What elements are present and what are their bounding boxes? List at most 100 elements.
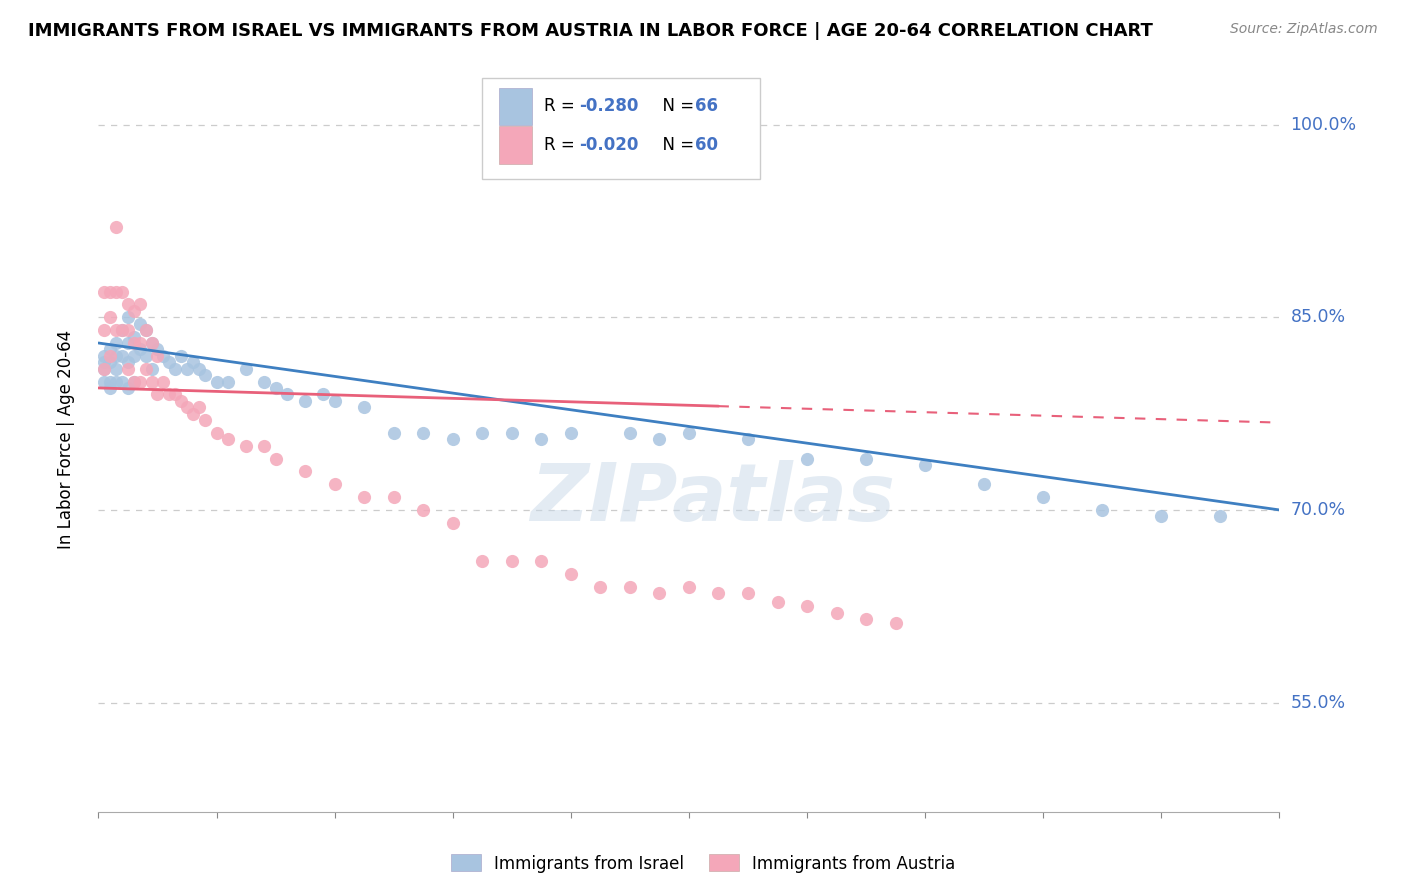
Point <box>253 375 276 389</box>
Point <box>530 432 553 446</box>
Point <box>135 361 157 376</box>
Point <box>105 323 128 337</box>
Point <box>914 458 936 472</box>
Point <box>648 432 671 446</box>
Point <box>707 586 730 600</box>
Point <box>98 375 121 389</box>
Point <box>93 361 115 376</box>
Point <box>122 336 145 351</box>
Point <box>146 349 169 363</box>
Point <box>176 401 198 415</box>
Point <box>117 381 139 395</box>
Point <box>253 439 276 453</box>
Point <box>276 387 298 401</box>
Point <box>353 401 375 415</box>
Point <box>187 361 209 376</box>
Point <box>796 451 818 466</box>
Point <box>619 580 641 594</box>
Point <box>128 336 150 351</box>
Point <box>678 580 700 594</box>
Point <box>105 285 128 299</box>
Point <box>93 323 115 337</box>
Point <box>973 477 995 491</box>
Point <box>176 361 198 376</box>
Point <box>117 323 139 337</box>
Bar <box>482 78 759 178</box>
Point <box>181 407 204 421</box>
Point <box>111 323 134 337</box>
Point <box>530 554 553 568</box>
Point <box>796 599 818 614</box>
Point <box>294 464 316 478</box>
Text: N =: N = <box>652 97 700 115</box>
Point <box>412 425 434 440</box>
Point <box>441 432 464 446</box>
Text: 55.0%: 55.0% <box>1291 694 1346 712</box>
Point <box>98 310 121 325</box>
Point <box>152 375 174 389</box>
Point <box>141 375 163 389</box>
Point <box>93 361 115 376</box>
Point <box>122 304 145 318</box>
Point <box>294 393 316 408</box>
Point <box>560 567 582 582</box>
Point <box>884 615 907 630</box>
Point <box>235 361 257 376</box>
Point <box>1150 509 1173 524</box>
Point <box>737 432 759 446</box>
Text: IMMIGRANTS FROM ISRAEL VS IMMIGRANTS FROM AUSTRIA IN LABOR FORCE | AGE 20-64 COR: IMMIGRANTS FROM ISRAEL VS IMMIGRANTS FRO… <box>28 22 1153 40</box>
Point <box>1209 509 1232 524</box>
Point <box>165 361 187 376</box>
Point <box>560 425 582 440</box>
Point <box>105 220 128 235</box>
Point <box>170 349 193 363</box>
Point <box>412 503 434 517</box>
Point <box>105 375 128 389</box>
Point <box>128 297 150 311</box>
Point <box>98 285 121 299</box>
Point <box>678 425 700 440</box>
Point <box>152 349 174 363</box>
Point <box>111 349 134 363</box>
Text: 66: 66 <box>695 97 718 115</box>
Point <box>619 425 641 440</box>
Point <box>122 329 145 343</box>
Point <box>235 439 257 453</box>
Text: 70.0%: 70.0% <box>1291 501 1346 519</box>
Point <box>111 375 134 389</box>
Point <box>111 323 134 337</box>
Point <box>323 477 346 491</box>
Text: N =: N = <box>652 136 700 154</box>
Point <box>1091 503 1114 517</box>
Point <box>194 413 217 427</box>
Bar <box>499 127 531 164</box>
Bar <box>499 87 531 125</box>
Point <box>105 349 128 363</box>
Point <box>205 425 228 440</box>
Point <box>194 368 217 383</box>
Text: 60: 60 <box>695 136 718 154</box>
Point <box>146 343 169 357</box>
Point <box>93 355 115 369</box>
Point <box>312 387 335 401</box>
Point <box>264 381 287 395</box>
Point <box>117 355 139 369</box>
Point <box>165 387 187 401</box>
Point <box>98 343 121 357</box>
Point <box>441 516 464 530</box>
Text: ZIPatlas: ZIPatlas <box>530 460 896 538</box>
Point <box>589 580 612 594</box>
Point <box>128 317 150 331</box>
Point <box>157 355 180 369</box>
Point <box>105 336 128 351</box>
Point <box>117 361 139 376</box>
Point <box>382 425 405 440</box>
Point <box>105 361 128 376</box>
Text: Source: ZipAtlas.com: Source: ZipAtlas.com <box>1230 22 1378 37</box>
Y-axis label: In Labor Force | Age 20-64: In Labor Force | Age 20-64 <box>56 330 75 549</box>
Text: 85.0%: 85.0% <box>1291 309 1346 326</box>
Point <box>264 451 287 466</box>
Point <box>382 490 405 504</box>
Point <box>117 336 139 351</box>
Point <box>98 381 121 395</box>
